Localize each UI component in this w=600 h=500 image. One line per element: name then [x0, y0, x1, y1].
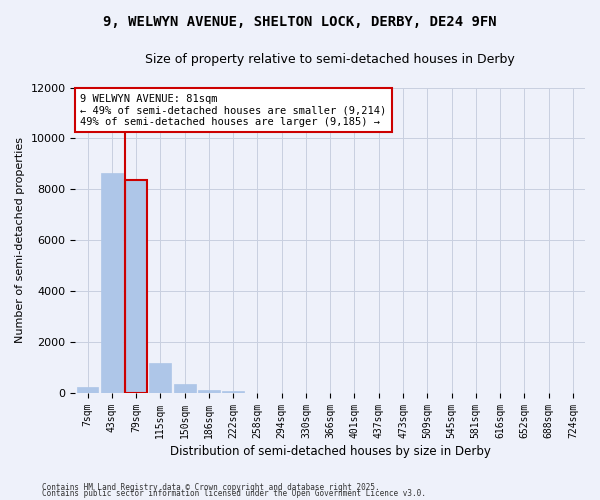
Title: Size of property relative to semi-detached houses in Derby: Size of property relative to semi-detach…	[145, 52, 515, 66]
Text: Contains public sector information licensed under the Open Government Licence v3: Contains public sector information licen…	[42, 490, 426, 498]
Bar	[173, 384, 196, 392]
Text: 9, WELWYN AVENUE, SHELTON LOCK, DERBY, DE24 9FN: 9, WELWYN AVENUE, SHELTON LOCK, DERBY, D…	[103, 15, 497, 29]
Bar	[77, 386, 98, 392]
X-axis label: Distribution of semi-detached houses by size in Derby: Distribution of semi-detached houses by …	[170, 444, 491, 458]
Bar	[198, 390, 220, 392]
Text: 9 WELWYN AVENUE: 81sqm
← 49% of semi-detached houses are smaller (9,214)
49% of : 9 WELWYN AVENUE: 81sqm ← 49% of semi-det…	[80, 94, 387, 127]
Y-axis label: Number of semi-detached properties: Number of semi-detached properties	[15, 137, 25, 343]
Bar	[125, 180, 147, 392]
Bar	[149, 362, 171, 392]
Bar	[101, 172, 123, 392]
Text: Contains HM Land Registry data © Crown copyright and database right 2025.: Contains HM Land Registry data © Crown c…	[42, 484, 380, 492]
